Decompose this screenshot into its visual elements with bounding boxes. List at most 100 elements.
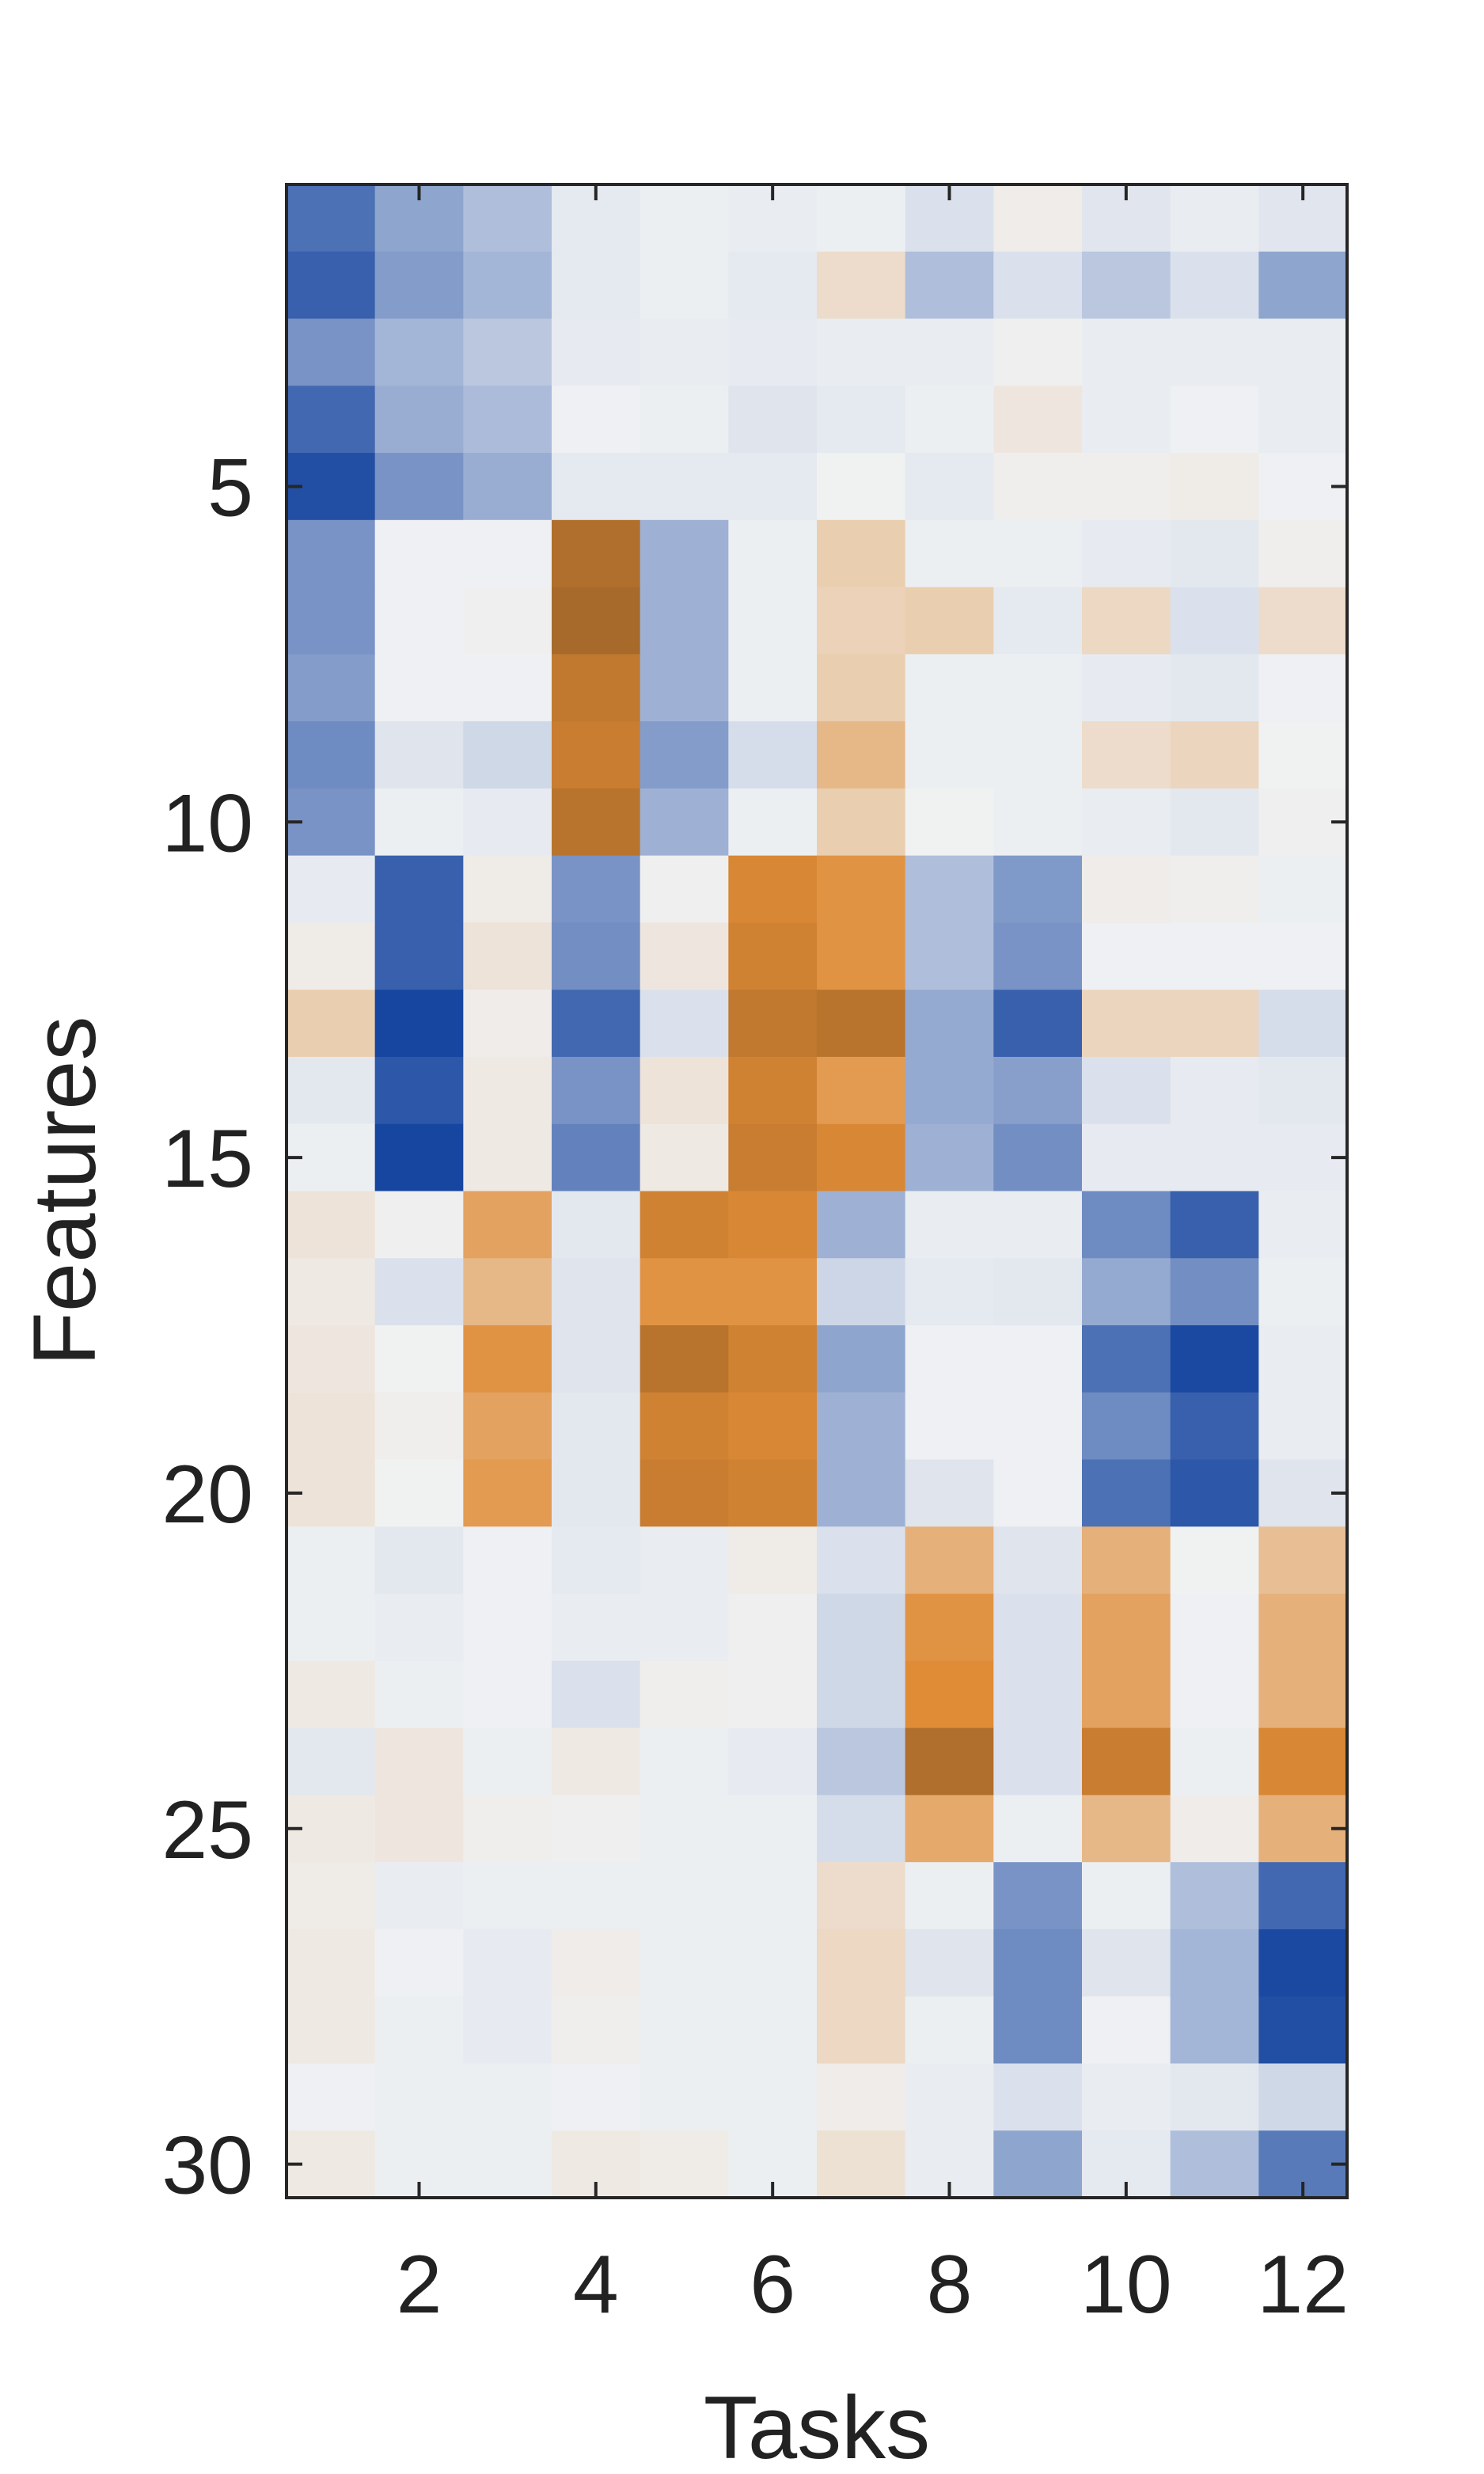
heatmap-cell: [374, 1056, 464, 1125]
heatmap-cell: [287, 1325, 376, 1393]
heatmap-cell: [552, 990, 641, 1058]
heatmap-cell: [287, 1191, 376, 1259]
y-axis-label: Features: [15, 1017, 114, 1366]
heatmap-cell: [905, 1056, 994, 1125]
heatmap-cell: [993, 1727, 1083, 1796]
heatmap-cell: [728, 1325, 818, 1393]
heatmap-cell: [905, 519, 994, 588]
heatmap-cell: [640, 1325, 729, 1393]
heatmap-cell: [728, 1392, 818, 1461]
heatmap-cell: [993, 654, 1083, 722]
heatmap-cell: [1082, 1795, 1171, 1863]
x-tick-label: 4: [573, 2239, 619, 2331]
heatmap-cell: [993, 1123, 1083, 1192]
heatmap-cell: [1082, 1996, 1171, 2065]
heatmap-cell: [905, 788, 994, 857]
heatmap-cell: [1170, 855, 1259, 924]
heatmap-cell: [1258, 587, 1348, 655]
heatmap-cell: [1258, 1392, 1348, 1461]
heatmap-cell: [1082, 453, 1171, 521]
x-tick-label: 8: [927, 2239, 973, 2331]
heatmap-cell: [374, 1325, 464, 1393]
heatmap-cell: [905, 1929, 994, 1997]
heatmap-cell: [1258, 1594, 1348, 1662]
heatmap-cell: [817, 788, 906, 857]
heatmap-cell: [552, 855, 641, 924]
heatmap-cell: [287, 654, 376, 722]
heatmap-cell: [905, 922, 994, 990]
heatmap-cell: [728, 1727, 818, 1796]
heatmap-cell: [287, 1258, 376, 1326]
heatmap-cell: [993, 1258, 1083, 1326]
heatmap-cell: [640, 1459, 729, 1527]
heatmap-cell: [1170, 519, 1259, 588]
heatmap-cell: [1170, 1862, 1259, 1930]
heatmap-cell: [287, 1929, 376, 1997]
heatmap-cell: [905, 990, 994, 1058]
heatmap-cell: [905, 1996, 994, 2065]
heatmap-cell: [1082, 318, 1171, 386]
heatmap-cell: [1082, 2063, 1171, 2131]
heatmap-cell: [905, 855, 994, 924]
heatmap-cell: [993, 2130, 1083, 2198]
heatmap-cell: [374, 1594, 464, 1662]
heatmap-cell: [552, 318, 641, 386]
heatmap-cell: [374, 922, 464, 990]
heatmap-cell: [817, 1258, 906, 1326]
heatmap-cell: [1170, 654, 1259, 722]
heatmap-cell: [374, 1526, 464, 1594]
heatmap-cell: [552, 1392, 641, 1461]
heatmap-cell: [1082, 1325, 1171, 1393]
heatmap-cell: [1170, 1325, 1259, 1393]
heatmap-cell: [374, 1392, 464, 1461]
heatmap-cell: [374, 251, 464, 320]
heatmap-cell: [1170, 1191, 1259, 1259]
heatmap-cell: [993, 1191, 1083, 1259]
heatmap-cell: [728, 922, 818, 990]
x-axis-tick-labels: 2 4 6 8 10 12: [397, 2239, 1349, 2331]
heatmap-cell: [287, 386, 376, 454]
heatmap-cell: [905, 1660, 994, 1729]
heatmap-cell: [287, 1526, 376, 1594]
heatmap-cell: [463, 1459, 552, 1527]
heatmap-cell: [552, 721, 641, 789]
heatmap-cell: [552, 386, 641, 454]
heatmap-cell: [728, 519, 818, 588]
heatmap-cell: [463, 721, 552, 789]
y-tick-label: 10: [161, 777, 253, 869]
heatmap-cell: [463, 1795, 552, 1863]
heatmap-cell: [1258, 519, 1348, 588]
heatmap-cell: [552, 654, 641, 722]
heatmap-cell: [463, 318, 552, 386]
heatmap-cell: [905, 1123, 994, 1192]
heatmap-cell: [640, 1056, 729, 1125]
heatmap-cell: [905, 1459, 994, 1527]
heatmap-cell: [1082, 855, 1171, 924]
heatmap-cell: [374, 1795, 464, 1863]
heatmap-cell: [1082, 1123, 1171, 1192]
heatmap-cell: [817, 2130, 906, 2198]
heatmap-cell: [463, 519, 552, 588]
heatmap-cell: [1258, 1056, 1348, 1125]
heatmap-cell: [1258, 1862, 1348, 1930]
heatmap-cell: [905, 1191, 994, 1259]
heatmap-cell: [1258, 654, 1348, 722]
heatmap-cell: [1170, 1660, 1259, 1729]
heatmap-cell: [993, 1795, 1083, 1863]
heatmap-cell: [1082, 1594, 1171, 1662]
heatmap-cell: [374, 1660, 464, 1729]
heatmap-cell: [728, 2063, 818, 2131]
heatmap-cell: [728, 1191, 818, 1259]
heatmap-cell: [552, 2063, 641, 2131]
heatmap-cell: [728, 1996, 818, 2065]
heatmap-cell: [1082, 1258, 1171, 1326]
heatmap-cell: [374, 721, 464, 789]
heatmap-cell: [640, 855, 729, 924]
heatmap-cell: [463, 1594, 552, 1662]
heatmap-cell: [287, 1594, 376, 1662]
heatmap-cell: [1170, 386, 1259, 454]
heatmap-cell: [905, 318, 994, 386]
heatmap-cell: [728, 1459, 818, 1527]
heatmap-cell: [552, 1526, 641, 1594]
heatmap-cell: [640, 922, 729, 990]
